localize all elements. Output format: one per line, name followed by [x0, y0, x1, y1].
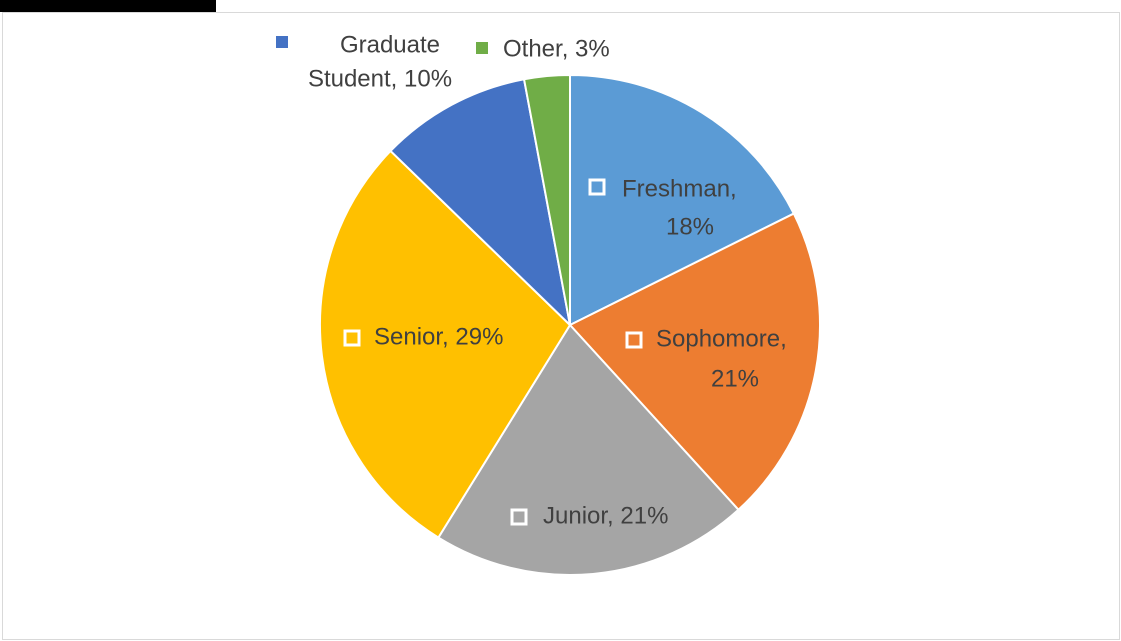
- pie-slice: [522, 73, 571, 326]
- label-marker: [276, 36, 288, 48]
- pie-slice: [389, 78, 572, 328]
- pie-slice: [319, 149, 572, 539]
- label-marker: [588, 178, 606, 196]
- pie-slice: [568, 212, 821, 512]
- chart-border: [2, 12, 1120, 640]
- data-label: Freshman,: [622, 175, 737, 202]
- label-marker: [343, 329, 361, 347]
- data-label: Student, 10%: [308, 65, 452, 92]
- data-label: 18%: [666, 213, 714, 240]
- data-label: Graduate: [340, 31, 440, 58]
- label-marker: [625, 331, 643, 349]
- label-marker: [510, 508, 528, 526]
- data-label: Sophomore,: [656, 325, 787, 352]
- header-bar: [0, 0, 216, 12]
- data-label: Junior, 21%: [543, 502, 668, 529]
- label-marker: [476, 42, 488, 54]
- data-label: Senior, 29%: [374, 323, 503, 350]
- data-label: Other, 3%: [503, 35, 610, 62]
- pie-slice: [569, 73, 796, 327]
- data-label: 21%: [711, 365, 759, 392]
